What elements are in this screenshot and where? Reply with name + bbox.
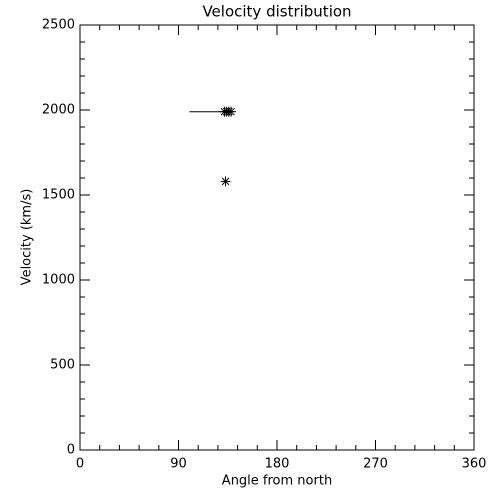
star-marker	[226, 106, 237, 117]
y-tick-label: 500	[50, 358, 75, 373]
star-stroke	[227, 107, 235, 116]
y-tick-label: 1500	[42, 188, 75, 203]
star-stroke	[221, 177, 230, 186]
y-tick-label: 0	[67, 443, 75, 458]
star-marker	[220, 176, 231, 187]
y-tick-label: 2000	[42, 103, 75, 118]
x-tick-label: 360	[462, 457, 487, 472]
plot-frame	[79, 24, 475, 451]
y-axis-label: Velocity (km/s)	[20, 189, 35, 286]
chart-title: Velocity distribution	[202, 3, 351, 21]
x-tick-label: 180	[265, 457, 290, 472]
x-axis-label: Angle from north	[222, 474, 332, 489]
y-tick-label: 1000	[42, 273, 75, 288]
y-tick-label: 2500	[42, 18, 75, 33]
x-tick-label: 0	[76, 457, 84, 472]
x-tick-label: 90	[170, 457, 187, 472]
x-tick-label: 270	[363, 457, 388, 472]
